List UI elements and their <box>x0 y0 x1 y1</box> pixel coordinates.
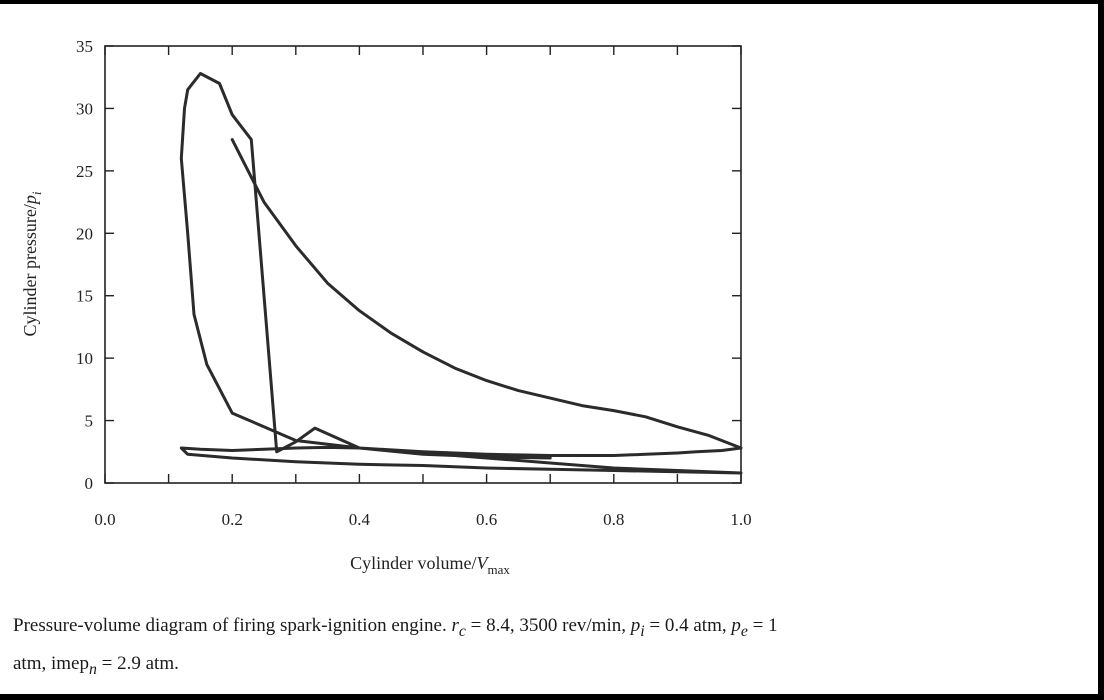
caption-rc-sub: c <box>458 622 466 640</box>
y-tick-label: 25 <box>76 162 93 181</box>
y-tick-label: 15 <box>76 287 93 306</box>
y-tick-label: 30 <box>76 99 93 118</box>
y-tick-label: 0 <box>85 474 94 493</box>
x-tick-label: 0.0 <box>94 510 115 529</box>
figure-page: 0 5 10 15 20 25 30 35 0.0 0.2 0.4 0.6 0.8 1.0 Cylind… <box>0 4 1098 694</box>
x-tick-label: 0.8 <box>603 510 624 529</box>
x-axis-label: Cylinder volume/Vmax <box>350 553 510 577</box>
series-group <box>179 72 743 475</box>
y-axis-label: Cylinder pressure/pi <box>20 191 44 336</box>
caption-pi-value: = 0.4 atm, <box>644 615 727 636</box>
x-tick-label: 1.0 <box>730 510 751 529</box>
series-line-pv-loop <box>179 72 743 475</box>
y-tick-label: 5 <box>85 412 94 431</box>
x-tick-label: 0.6 <box>476 510 497 529</box>
y-axis-ticks: 0 5 10 15 20 25 30 35 <box>76 37 741 493</box>
pv-chart: 0 5 10 15 20 25 30 35 0.0 0.2 0.4 0.6 0.8 1.0 Cylind… <box>20 37 752 577</box>
caption-text-1: Pressure-volume diagram of firing spark-… <box>13 615 447 636</box>
caption-imep-value: = 2.9 atm. <box>96 652 179 674</box>
caption-pi-var: p <box>630 615 641 636</box>
y-tick-label: 20 <box>76 224 93 243</box>
caption-pe-value: = 1 <box>747 615 778 636</box>
caption-pi-sub: i <box>640 622 645 640</box>
y-tick-label: 10 <box>76 349 93 368</box>
caption-pe-sub: e <box>740 622 748 640</box>
x-tick-label: 0.2 <box>222 510 243 529</box>
caption-pe-var: p <box>731 615 741 636</box>
figure-caption: Pressure-volume diagram of firing spark-… <box>13 610 1093 686</box>
caption-text-2: atm, imep <box>13 652 89 674</box>
y-tick-label: 35 <box>76 37 93 56</box>
caption-rc-var: r <box>451 615 459 636</box>
caption-rc-value: = 8.4, 3500 rev/min, <box>465 615 626 636</box>
x-tick-label: 0.4 <box>349 510 371 529</box>
x-axis-ticks: 0.0 0.2 0.4 0.6 0.8 1.0 <box>94 46 752 529</box>
caption-imep-sub: n <box>88 660 97 678</box>
